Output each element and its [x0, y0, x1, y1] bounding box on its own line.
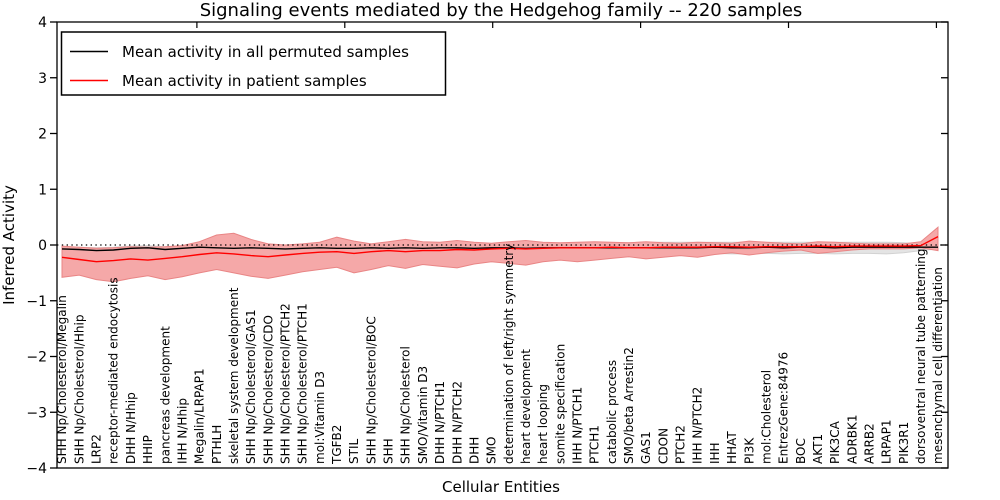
x-tick-label: PIK3R1	[897, 422, 911, 464]
x-tick-label: receptor-mediated endocytosis	[107, 277, 121, 464]
x-tick-label: SMO/Vitamin D3	[416, 366, 430, 464]
y-tick-label: 1	[38, 182, 47, 198]
x-tick-label: Megalin/LRPAP1	[193, 368, 207, 464]
patient-band	[61, 226, 939, 283]
x-tick-label: PTCH2	[674, 425, 688, 464]
x-tick-label: DHH	[467, 437, 481, 464]
y-tick-label: 2	[38, 127, 47, 143]
x-tick-label: dorsoventral neural tube patterning	[914, 248, 928, 464]
y-axis-label: Inferred Activity	[0, 185, 18, 305]
x-tick-label: ARRB2	[863, 423, 877, 464]
x-tick-label: LRPAP1	[880, 419, 894, 464]
permuted-mean-line	[61, 246, 938, 252]
y-tick-label: −4	[26, 461, 47, 477]
y-tick-labels: 4 3 2 1 0 −1 −2 −3 −4	[26, 15, 47, 477]
patient-mean-line	[61, 235, 939, 263]
x-tick-label: skeletal system development	[227, 287, 241, 464]
x-tick-label: SHH	[382, 438, 396, 464]
legend-label-permuted: Mean activity in all permuted samples	[122, 43, 409, 61]
x-tick-label: determination of left/right symmetry	[502, 244, 516, 464]
x-tick-label: HHIP	[141, 435, 155, 464]
x-tick-label: DHH N/Hhip	[124, 392, 138, 464]
x-tick-label: HHAT	[725, 431, 739, 464]
y-tick-label: −2	[26, 350, 47, 366]
x-tick-label: GAS1	[639, 431, 653, 464]
x-tick-label: AKT1	[811, 434, 825, 464]
x-tick-label: PTCH1	[588, 425, 602, 464]
legend-box	[60, 31, 447, 96]
line-layer	[57, 235, 948, 263]
x-tick-label: CDON	[656, 428, 670, 464]
x-tick-label: SHH Np/Cholesterol/PTCH1	[296, 303, 310, 464]
x-tick-label: IHH N/Hhip	[175, 398, 189, 464]
y-tick-label: −3	[26, 405, 47, 421]
x-tick-labels: SHH Np/Cholesterol/Megalin SHH Np/Cholest…	[55, 244, 945, 465]
x-tick-label: mol:Cholesterol	[759, 370, 773, 464]
x-tick-label: SMO/beta Arrestin2	[622, 347, 636, 464]
y-tick-label: −1	[26, 294, 47, 310]
x-tick-label: somite specification	[553, 344, 567, 464]
x-tick-label: mol:Vitamin D3	[313, 371, 327, 464]
x-tick-label: IHH N/PTCH2	[691, 387, 705, 464]
x-tick-label: STIL	[347, 439, 361, 464]
x-tick-label: SHH Np/Cholesterol/CDO	[261, 315, 275, 464]
x-tick-label: SHH Np/Cholesterol/Hhip	[72, 315, 86, 464]
x-tick-label: SHH Np/Cholesterol/GAS1	[244, 309, 258, 464]
legend-label-patient: Mean activity in patient samples	[122, 72, 367, 90]
x-tick-label: PIK3CA	[828, 420, 842, 464]
x-axis-label: Cellular Entities	[442, 478, 560, 496]
x-tick-label: IHH N/PTCH1	[571, 387, 585, 464]
x-tick-label: SHH Np/Cholesterol/PTCH2	[279, 303, 293, 464]
chart-title: Signaling events mediated by the Hedgeho…	[200, 0, 803, 21]
x-tick-label: SMO	[485, 437, 499, 464]
y-tick-label: 3	[38, 71, 47, 87]
x-tick-label: heart development	[519, 349, 533, 464]
band-layer	[61, 226, 939, 283]
x-tick-label: SHH Np/Cholesterol/BOC	[364, 316, 378, 464]
x-tick-label: PI3K	[742, 437, 756, 464]
y-tick-label: 4	[38, 15, 47, 31]
x-tick-label: BOC	[794, 438, 808, 464]
legend: Mean activity in all permuted samples Me…	[60, 31, 447, 96]
x-tick-label: heart looping	[536, 384, 550, 464]
x-tick-label: TGFB2	[330, 425, 344, 465]
y-tick-label: 0	[38, 238, 47, 254]
x-tick-label: PTHLH	[210, 425, 224, 464]
x-tick-label: SHH Np/Cholesterol	[399, 346, 413, 464]
x-tick-label: DHH N/PTCH1	[433, 381, 447, 464]
x-tick-label: pancreas development	[158, 326, 172, 464]
x-tick-label: DHH N/PTCH2	[450, 381, 464, 464]
x-tick-label: IHH	[708, 442, 722, 464]
x-tick-label: ADRBK1	[845, 414, 859, 464]
x-tick-label: catabolic process	[605, 360, 619, 464]
x-tick-label: mesenchymal cell differentiation	[931, 267, 945, 464]
plot-area	[56, 21, 949, 469]
x-tick-label: SHH Np/Cholesterol/Megalin	[55, 295, 69, 464]
x-tick-label: EntrezGene:84976	[777, 352, 791, 464]
x-tick-label: LRP2	[90, 434, 104, 464]
